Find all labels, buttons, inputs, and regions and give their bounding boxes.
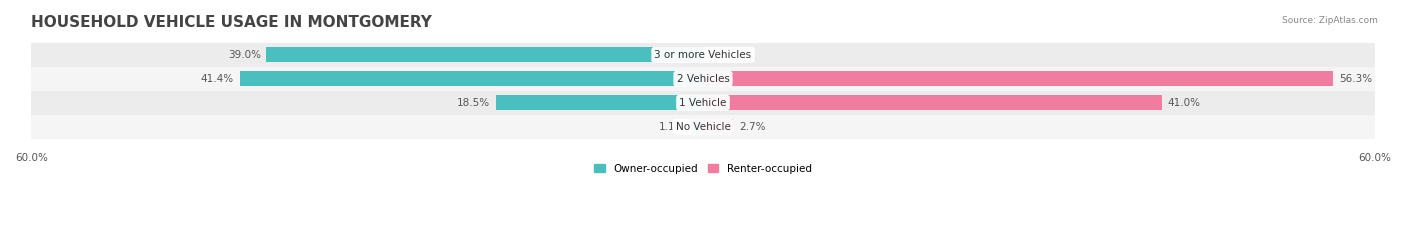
Bar [703, 71, 1333, 86]
Bar [496, 95, 703, 110]
Bar [31, 67, 1375, 91]
Bar [239, 71, 703, 86]
Text: 1.1%: 1.1% [658, 122, 685, 132]
Bar [690, 119, 703, 134]
Text: 56.3%: 56.3% [1339, 74, 1372, 84]
Bar [703, 119, 733, 134]
Legend: Owner-occupied, Renter-occupied: Owner-occupied, Renter-occupied [591, 160, 815, 178]
Bar [267, 48, 703, 62]
Bar [31, 115, 1375, 139]
Text: 3 or more Vehicles: 3 or more Vehicles [654, 50, 752, 60]
Text: Source: ZipAtlas.com: Source: ZipAtlas.com [1282, 16, 1378, 25]
Text: 1 Vehicle: 1 Vehicle [679, 98, 727, 108]
Text: 2.7%: 2.7% [738, 122, 765, 132]
Text: 41.0%: 41.0% [1167, 98, 1201, 108]
Bar [31, 91, 1375, 115]
Text: 39.0%: 39.0% [228, 50, 262, 60]
Text: HOUSEHOLD VEHICLE USAGE IN MONTGOMERY: HOUSEHOLD VEHICLE USAGE IN MONTGOMERY [31, 15, 432, 30]
Text: No Vehicle: No Vehicle [675, 122, 731, 132]
Text: 41.4%: 41.4% [201, 74, 233, 84]
Bar [703, 95, 1161, 110]
Text: 2 Vehicles: 2 Vehicles [676, 74, 730, 84]
Bar [31, 43, 1375, 67]
Text: 18.5%: 18.5% [457, 98, 491, 108]
